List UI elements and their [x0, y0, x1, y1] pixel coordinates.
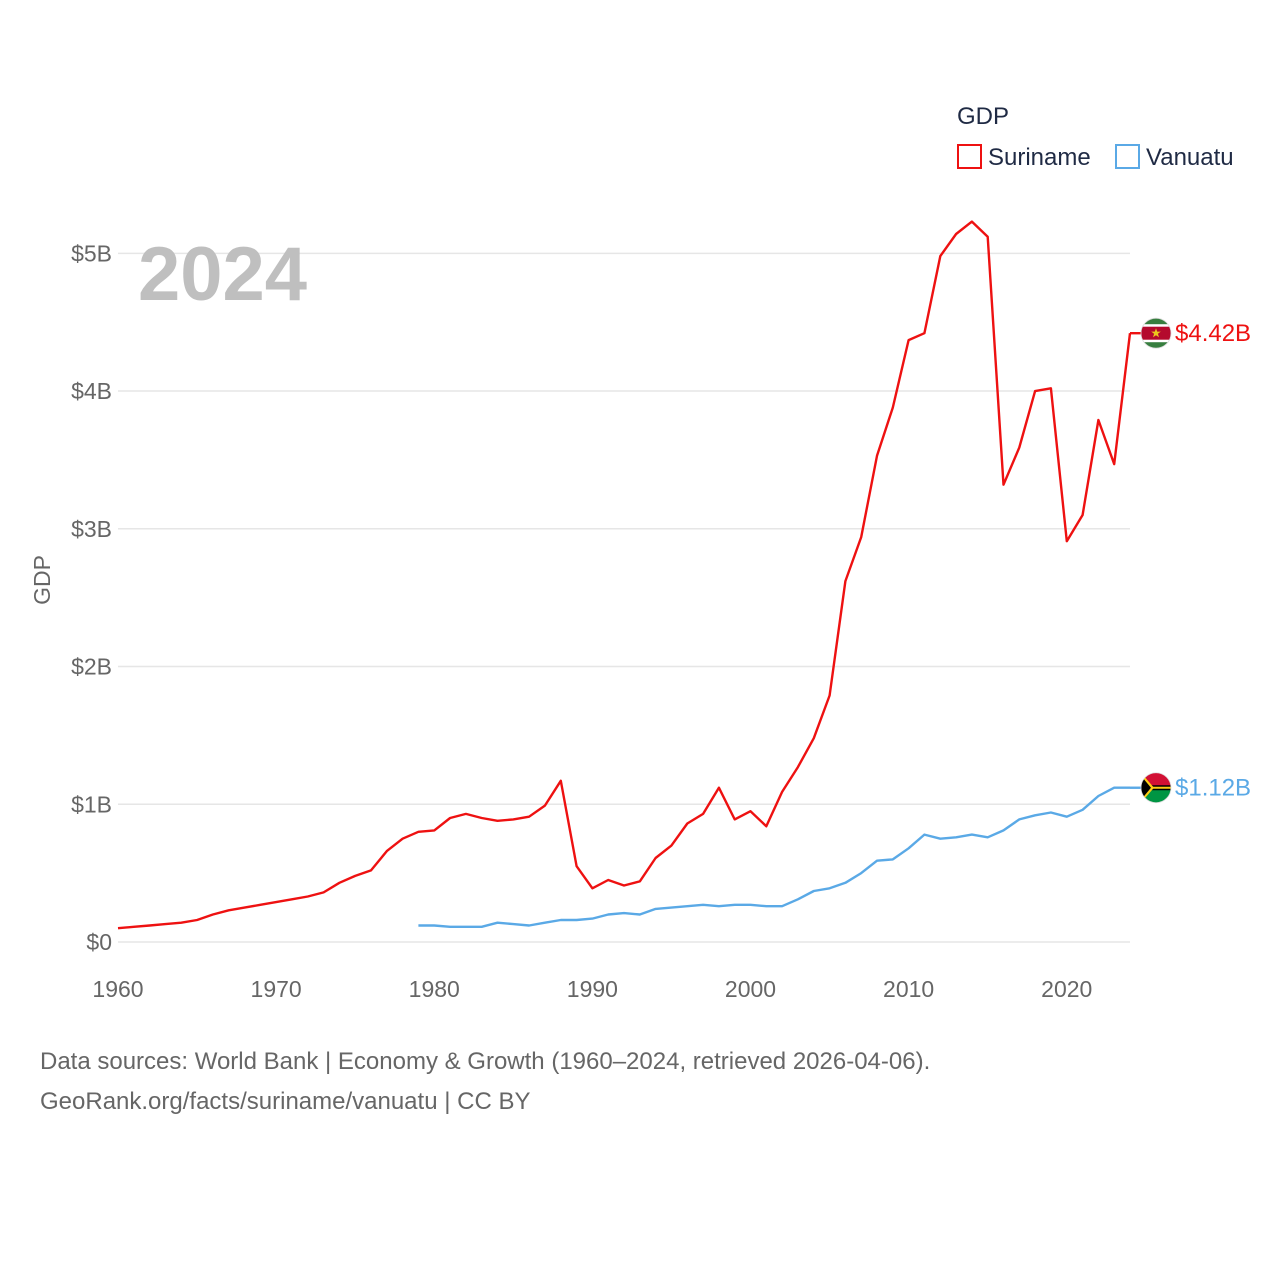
y-tick-label: $5B	[71, 240, 112, 266]
end-value-label-suriname: $4.42B	[1175, 320, 1251, 347]
legend-label-suriname: Suriname	[988, 144, 1091, 171]
legend: GDP Suriname Vanuatu	[957, 103, 1234, 171]
x-axis-ticks: 1960 1970 1980 1990 2000 2010 2020	[92, 976, 1092, 1002]
x-tick-label: 1980	[409, 976, 460, 1002]
legend-item-suriname[interactable]: Suriname	[957, 144, 1091, 171]
y-axis-ticks: $0 $1B $2B $3B $4B $5B	[71, 240, 112, 955]
y-axis-title: GDP	[29, 555, 55, 605]
legend-item-vanuatu[interactable]: Vanuatu	[1115, 144, 1234, 171]
suriname-flag-icon	[1140, 317, 1172, 349]
legend-title: GDP	[957, 103, 1009, 130]
legend-swatch-suriname	[957, 144, 982, 169]
grid-layer	[118, 252, 1130, 943]
y-tick-label: $0	[86, 929, 112, 955]
y-tick-label: $2B	[71, 654, 112, 680]
footer: Data sources: World Bank | Economy & Gro…	[40, 1042, 1240, 1122]
y-tick-label: $1B	[71, 791, 112, 817]
series-layer	[117, 220, 1132, 930]
end-value-label-vanuatu: $1.12B	[1175, 775, 1251, 802]
series-line-vanuatu[interactable]	[418, 786, 1130, 928]
end-markers: $4.42B $1.12B	[1130, 317, 1251, 804]
x-tick-label: 2020	[1041, 976, 1092, 1002]
series-line-suriname[interactable]	[117, 220, 1132, 930]
y-tick-label: $4B	[71, 378, 112, 404]
x-tick-label: 2010	[883, 976, 934, 1002]
legend-swatch-vanuatu	[1115, 144, 1140, 169]
chart-svg: 2024 $0 $1B $2B $3B $4B $5B 1960 1970 1980 1990 2…	[29, 103, 1251, 1002]
year-overlay: 2024	[138, 232, 307, 317]
vanuatu-flag-icon	[1140, 772, 1172, 804]
x-tick-label: 2000	[725, 976, 776, 1002]
x-tick-label: 1970	[251, 976, 302, 1002]
legend-label-vanuatu: Vanuatu	[1146, 144, 1234, 171]
y-tick-label: $3B	[71, 516, 112, 542]
source-link[interactable]: GeoRank.org/facts/suriname/vanuatu | CC …	[40, 1088, 531, 1115]
x-tick-label: 1990	[567, 976, 618, 1002]
data-source-text: Data sources: World Bank | Economy & Gro…	[40, 1048, 931, 1075]
x-tick-label: 1960	[92, 976, 143, 1002]
